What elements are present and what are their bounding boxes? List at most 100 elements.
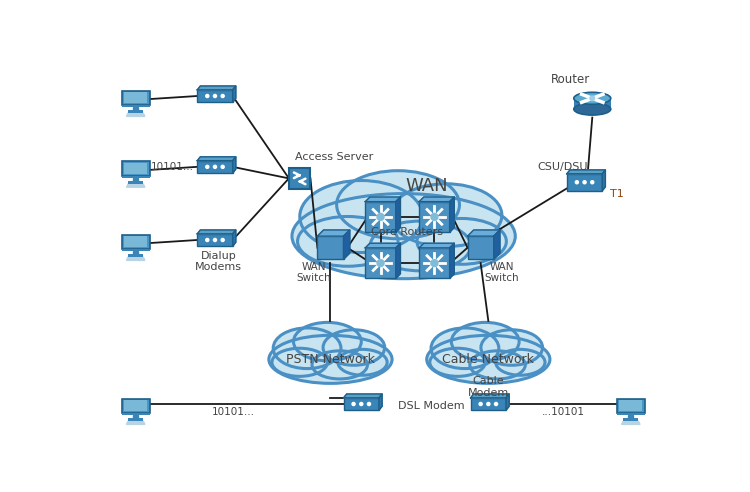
- Circle shape: [206, 94, 209, 97]
- Polygon shape: [232, 86, 236, 102]
- FancyBboxPatch shape: [122, 413, 149, 415]
- Polygon shape: [127, 113, 145, 117]
- Polygon shape: [506, 394, 509, 410]
- FancyBboxPatch shape: [122, 105, 149, 107]
- Circle shape: [487, 402, 490, 405]
- Polygon shape: [365, 197, 400, 202]
- Text: PSTN Network: PSTN Network: [286, 353, 375, 366]
- Polygon shape: [317, 230, 350, 236]
- Polygon shape: [127, 421, 145, 425]
- Circle shape: [494, 402, 497, 405]
- Ellipse shape: [390, 184, 502, 246]
- Ellipse shape: [452, 322, 519, 361]
- Ellipse shape: [470, 351, 525, 379]
- FancyBboxPatch shape: [124, 92, 147, 103]
- Polygon shape: [134, 107, 138, 111]
- FancyBboxPatch shape: [124, 400, 147, 411]
- Polygon shape: [365, 243, 400, 248]
- Text: 10101...: 10101...: [211, 407, 254, 417]
- Text: CSU/DSU: CSU/DSU: [538, 162, 588, 172]
- Polygon shape: [134, 415, 138, 419]
- FancyBboxPatch shape: [365, 202, 396, 232]
- Polygon shape: [494, 230, 500, 259]
- Circle shape: [377, 260, 384, 267]
- FancyBboxPatch shape: [623, 418, 638, 421]
- Ellipse shape: [481, 330, 542, 365]
- FancyBboxPatch shape: [419, 202, 450, 232]
- Text: Cable
Modem: Cable Modem: [468, 376, 509, 398]
- Circle shape: [214, 94, 217, 97]
- Polygon shape: [419, 197, 454, 202]
- Polygon shape: [602, 170, 605, 191]
- FancyBboxPatch shape: [197, 90, 232, 102]
- Circle shape: [377, 214, 384, 220]
- FancyBboxPatch shape: [344, 398, 379, 410]
- Ellipse shape: [273, 328, 341, 369]
- Ellipse shape: [323, 330, 385, 365]
- Circle shape: [206, 239, 209, 242]
- Polygon shape: [197, 230, 236, 234]
- FancyBboxPatch shape: [574, 98, 610, 111]
- Polygon shape: [567, 170, 605, 174]
- FancyBboxPatch shape: [467, 236, 494, 259]
- FancyBboxPatch shape: [122, 235, 149, 249]
- FancyBboxPatch shape: [567, 174, 602, 191]
- Circle shape: [431, 214, 438, 220]
- Text: Core Routers: Core Routers: [371, 227, 443, 237]
- Polygon shape: [344, 394, 382, 398]
- Text: Cable Network: Cable Network: [442, 353, 534, 366]
- FancyBboxPatch shape: [122, 161, 149, 176]
- FancyBboxPatch shape: [617, 399, 645, 413]
- Ellipse shape: [430, 348, 485, 376]
- Polygon shape: [344, 230, 350, 259]
- Ellipse shape: [427, 336, 550, 383]
- Polygon shape: [470, 394, 509, 398]
- Text: T1: T1: [610, 189, 624, 199]
- Text: 10101...: 10101...: [151, 162, 194, 172]
- Polygon shape: [197, 157, 236, 161]
- Ellipse shape: [417, 218, 506, 264]
- Text: Access Server: Access Server: [296, 152, 374, 162]
- FancyBboxPatch shape: [289, 168, 310, 189]
- FancyBboxPatch shape: [617, 413, 645, 415]
- Polygon shape: [396, 243, 400, 278]
- Ellipse shape: [370, 221, 470, 271]
- FancyBboxPatch shape: [317, 236, 344, 259]
- Text: ...10101: ...10101: [542, 407, 585, 417]
- Circle shape: [590, 96, 595, 101]
- Polygon shape: [197, 86, 236, 90]
- Ellipse shape: [496, 349, 545, 375]
- Circle shape: [214, 239, 217, 242]
- Circle shape: [583, 181, 586, 184]
- Ellipse shape: [431, 328, 499, 369]
- Circle shape: [221, 239, 224, 242]
- Text: WAN
Switch: WAN Switch: [296, 262, 331, 283]
- FancyBboxPatch shape: [122, 399, 149, 413]
- Ellipse shape: [338, 349, 387, 375]
- Polygon shape: [467, 230, 500, 236]
- Polygon shape: [127, 257, 145, 260]
- Polygon shape: [419, 243, 454, 248]
- Ellipse shape: [293, 322, 362, 361]
- FancyBboxPatch shape: [124, 236, 147, 246]
- FancyBboxPatch shape: [122, 249, 149, 251]
- Circle shape: [221, 165, 224, 168]
- FancyBboxPatch shape: [365, 248, 396, 278]
- FancyBboxPatch shape: [122, 176, 149, 178]
- Text: WAN
Switch: WAN Switch: [484, 262, 520, 283]
- Text: DSL Modem: DSL Modem: [398, 401, 465, 411]
- Circle shape: [479, 402, 482, 405]
- Circle shape: [368, 402, 370, 405]
- Text: WAN: WAN: [406, 177, 448, 195]
- FancyBboxPatch shape: [128, 110, 143, 113]
- Polygon shape: [628, 415, 633, 419]
- Ellipse shape: [272, 348, 328, 376]
- Circle shape: [360, 402, 363, 405]
- FancyBboxPatch shape: [122, 91, 149, 105]
- Polygon shape: [450, 243, 454, 278]
- Ellipse shape: [337, 171, 460, 239]
- FancyBboxPatch shape: [128, 181, 143, 184]
- FancyBboxPatch shape: [197, 161, 232, 173]
- Circle shape: [221, 94, 224, 97]
- Polygon shape: [450, 197, 454, 232]
